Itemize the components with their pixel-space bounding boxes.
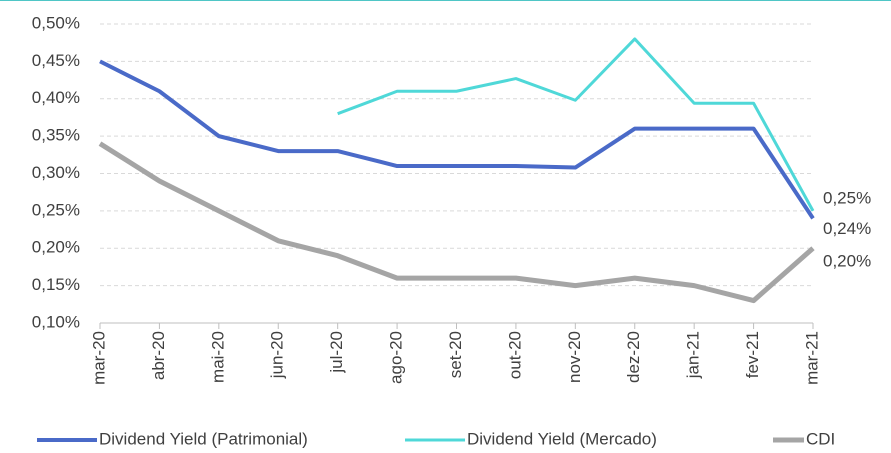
y-tick-label: 0,30%: [32, 163, 80, 182]
y-tick-label: 0,50%: [32, 13, 80, 32]
x-tick-label: jul-20: [327, 331, 346, 374]
legend-label: CDI: [806, 429, 835, 448]
x-tick-label: ago-20: [387, 331, 406, 384]
y-tick-label: 0,20%: [32, 238, 80, 257]
series-line: [98, 141, 815, 304]
x-tick-label: jan-21: [684, 331, 703, 379]
y-tick-label: 0,25%: [32, 200, 80, 219]
y-tick-label: 0,15%: [32, 275, 80, 294]
data-label: 0,20%: [823, 252, 871, 271]
x-tick-label: set-20: [446, 331, 465, 378]
data-label: 0,25%: [823, 188, 871, 207]
x-tick-label: jun-20: [268, 331, 287, 379]
x-tick-label: mar-20: [89, 331, 108, 385]
legend-label: Dividend Yield (Mercado): [467, 429, 657, 448]
x-tick-label: mar-21: [802, 331, 821, 385]
series-line: [99, 59, 815, 220]
y-tick-label: 0,45%: [32, 51, 80, 70]
x-tick-label: fev-21: [743, 331, 762, 378]
x-tick-label: dez-20: [624, 331, 643, 383]
y-tick-label: 0,10%: [32, 312, 80, 331]
legend-label: Dividend Yield (Patrimonial): [99, 429, 308, 448]
x-tick-label: nov-20: [565, 331, 584, 383]
data-label: 0,24%: [823, 219, 871, 238]
x-tick-label: out-20: [505, 331, 524, 379]
series-line: [337, 37, 815, 212]
y-tick-label: 0,40%: [32, 88, 80, 107]
x-tick-label: mai-20: [208, 331, 227, 383]
x-tick-label: abr-20: [149, 331, 168, 380]
y-tick-label: 0,35%: [32, 126, 80, 145]
